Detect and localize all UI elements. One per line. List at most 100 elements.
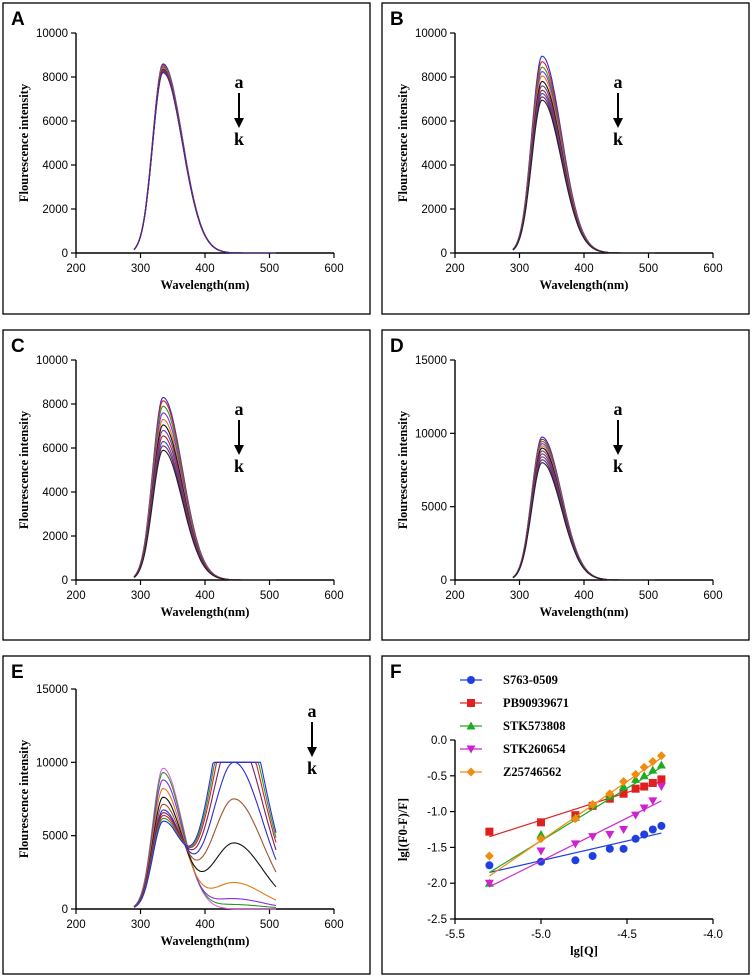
panel-d: D 200 300 400 500 600 0 5000 10000 15000 Wavelengt… <box>381 329 750 641</box>
panel-e-anno-top: a <box>308 701 317 721</box>
panel-c-y-tick-label: 2000 <box>42 531 68 543</box>
panel-d-anno-bottom: k <box>613 456 623 476</box>
panel-c-y-tick-label: 0 <box>62 575 68 587</box>
panel-a-anno-arrow-head <box>234 118 244 128</box>
panel-b-anno-top: a <box>614 72 623 92</box>
panel-b-x-tick-label: 200 <box>445 263 464 275</box>
panel-f-point-pb90939671 <box>648 778 657 787</box>
panel-a-y-tick-label: 2000 <box>42 204 68 216</box>
panel-a-x-title: Wavelength(nm) <box>161 278 250 292</box>
panel-a-y-tick-label: 10000 <box>36 28 68 40</box>
panel-f-point-z25746562 <box>639 762 649 772</box>
panel-f-point-pb90939671 <box>619 789 628 798</box>
panel-c-y-tick-label: 4000 <box>42 487 68 499</box>
panel-a-x-tick-label: 500 <box>260 263 279 275</box>
panel-d-anno-arrow-head <box>613 445 623 455</box>
panel-f-frame <box>381 655 750 975</box>
panel-f-point-z25746562 <box>484 851 494 861</box>
panel-c-x-tick-label: 300 <box>131 590 150 602</box>
panel-c-anno-arrow-head <box>234 445 244 455</box>
panel-b-y-title: Flourescence intensity <box>396 83 410 202</box>
panel-f-legend-marker-z25746562 <box>466 767 476 777</box>
panel-a-x-tick-label: 300 <box>131 263 150 275</box>
panel-f-y-tick-label: -2.0 <box>427 878 447 890</box>
panel-f-y-tick-label: -0.5 <box>427 771 447 783</box>
panel-b-x-tick-label: 500 <box>639 263 658 275</box>
panel-d-y-tick-label: 15000 <box>415 355 447 367</box>
panel-c-x-tick-label: 200 <box>66 590 85 602</box>
panel-f-y-tick-label: -1.0 <box>427 807 447 819</box>
panel-d-anno-top: a <box>614 399 623 419</box>
panel-e-frame <box>2 655 371 975</box>
panel-f-point-stk260654 <box>656 783 666 792</box>
panel-f-point-s763-0509 <box>537 857 545 866</box>
panel-f-point-s763-0509 <box>631 834 640 843</box>
panel-f-legend-label-stk573808: STK573808 <box>503 719 566 733</box>
panel-d-x-tick-label: 400 <box>574 590 593 602</box>
panel-c-y-title: Flourescence intensity <box>17 410 31 529</box>
panel-e-x-tick-label: 400 <box>195 919 214 931</box>
panel-f-x-title: lg[Q] <box>570 944 598 958</box>
panel-a-x-tick-label: 600 <box>324 263 343 275</box>
panel-e-series-c <box>133 779 277 907</box>
panel-c-y-tick-label: 10000 <box>36 355 68 367</box>
panel-b-anno-arrow-head <box>613 118 623 128</box>
panel-f-point-stk573808 <box>648 765 658 774</box>
panel-a-anno-top: a <box>235 72 244 92</box>
panel-d-letter: D <box>390 336 404 357</box>
panel-a-letter: A <box>11 9 25 30</box>
panel-c-letter: C <box>11 336 25 357</box>
panel-d-x-title: Wavelength(nm) <box>540 605 629 619</box>
panel-f-point-s763-0509 <box>571 856 580 865</box>
panel-e-anno-arrow-head <box>307 747 317 757</box>
panel-d-y-title: Flourescence intensity <box>396 410 410 529</box>
panel-c-x-tick-label: 500 <box>260 590 279 602</box>
panel-d-series-k <box>512 462 655 581</box>
panel-f-point-z25746562 <box>631 769 641 779</box>
panel-d-y-tick-label: 10000 <box>415 428 447 440</box>
panel-f-point-stk573808 <box>639 771 649 780</box>
panel-f-point-stk260654 <box>648 797 658 806</box>
panel-f-x-tick-label: -4.5 <box>617 929 637 941</box>
panel-f-point-z25746562 <box>588 799 598 809</box>
panel-f-point-stk260654 <box>570 840 580 849</box>
panel-f-x-tick-label: -4.0 <box>703 929 723 941</box>
panel-d-y-tick-label: 5000 <box>421 502 447 514</box>
panel-f-point-s763-0509 <box>640 830 649 839</box>
panel-a-y-tick-label: 8000 <box>42 72 68 84</box>
panel-e-series-d <box>133 788 277 908</box>
panel-c-x-tick-label: 400 <box>195 590 214 602</box>
panel-f-point-z25746562 <box>648 756 658 766</box>
panel-f-point-stk260654 <box>536 847 546 856</box>
panel-e-anno-bottom: k <box>307 758 317 778</box>
panel-f-point-stk260654 <box>639 804 649 813</box>
panel-a-frame <box>2 2 371 315</box>
panel-e-y-tick-label: 5000 <box>42 831 68 843</box>
panel-e-series-g <box>133 761 277 908</box>
panel-f-point-pb90939671 <box>631 784 640 793</box>
panel-f-point-stk260654 <box>605 831 615 840</box>
panel-f-y-tick-label: 0.0 <box>431 735 447 747</box>
panel-e-series-h <box>133 761 277 908</box>
panel-f-x-tick-label: -5.0 <box>531 929 551 941</box>
panel-f-point-z25746562 <box>605 789 615 799</box>
panel-b-y-tick-label: 4000 <box>421 160 447 172</box>
panel-f: F -5.5 -5.0 -4.5 -4.0 -2.5 -2.0 -1.5 -1.0 -0.5 0.0… <box>381 655 750 975</box>
panel-c-y-tick-label: 8000 <box>42 399 68 411</box>
panel-a-y-tick-label: 0 <box>62 248 68 260</box>
panel-e-x-tick-label: 500 <box>260 919 279 931</box>
panel-b-letter: B <box>390 9 404 30</box>
panel-c-anno-top: a <box>235 399 244 419</box>
panel-c-anno-bottom: k <box>234 456 244 476</box>
panel-e-y-tick-label: 15000 <box>36 684 68 696</box>
panel-f-point-stk573808 <box>619 782 629 791</box>
panel-a-y-tick-label: 6000 <box>42 116 68 128</box>
panel-a-anno-bottom: k <box>234 129 244 149</box>
panel-d-frame <box>381 329 750 641</box>
panel-f-letter: F <box>390 662 402 683</box>
panel-f-point-pb90939671 <box>485 827 494 836</box>
